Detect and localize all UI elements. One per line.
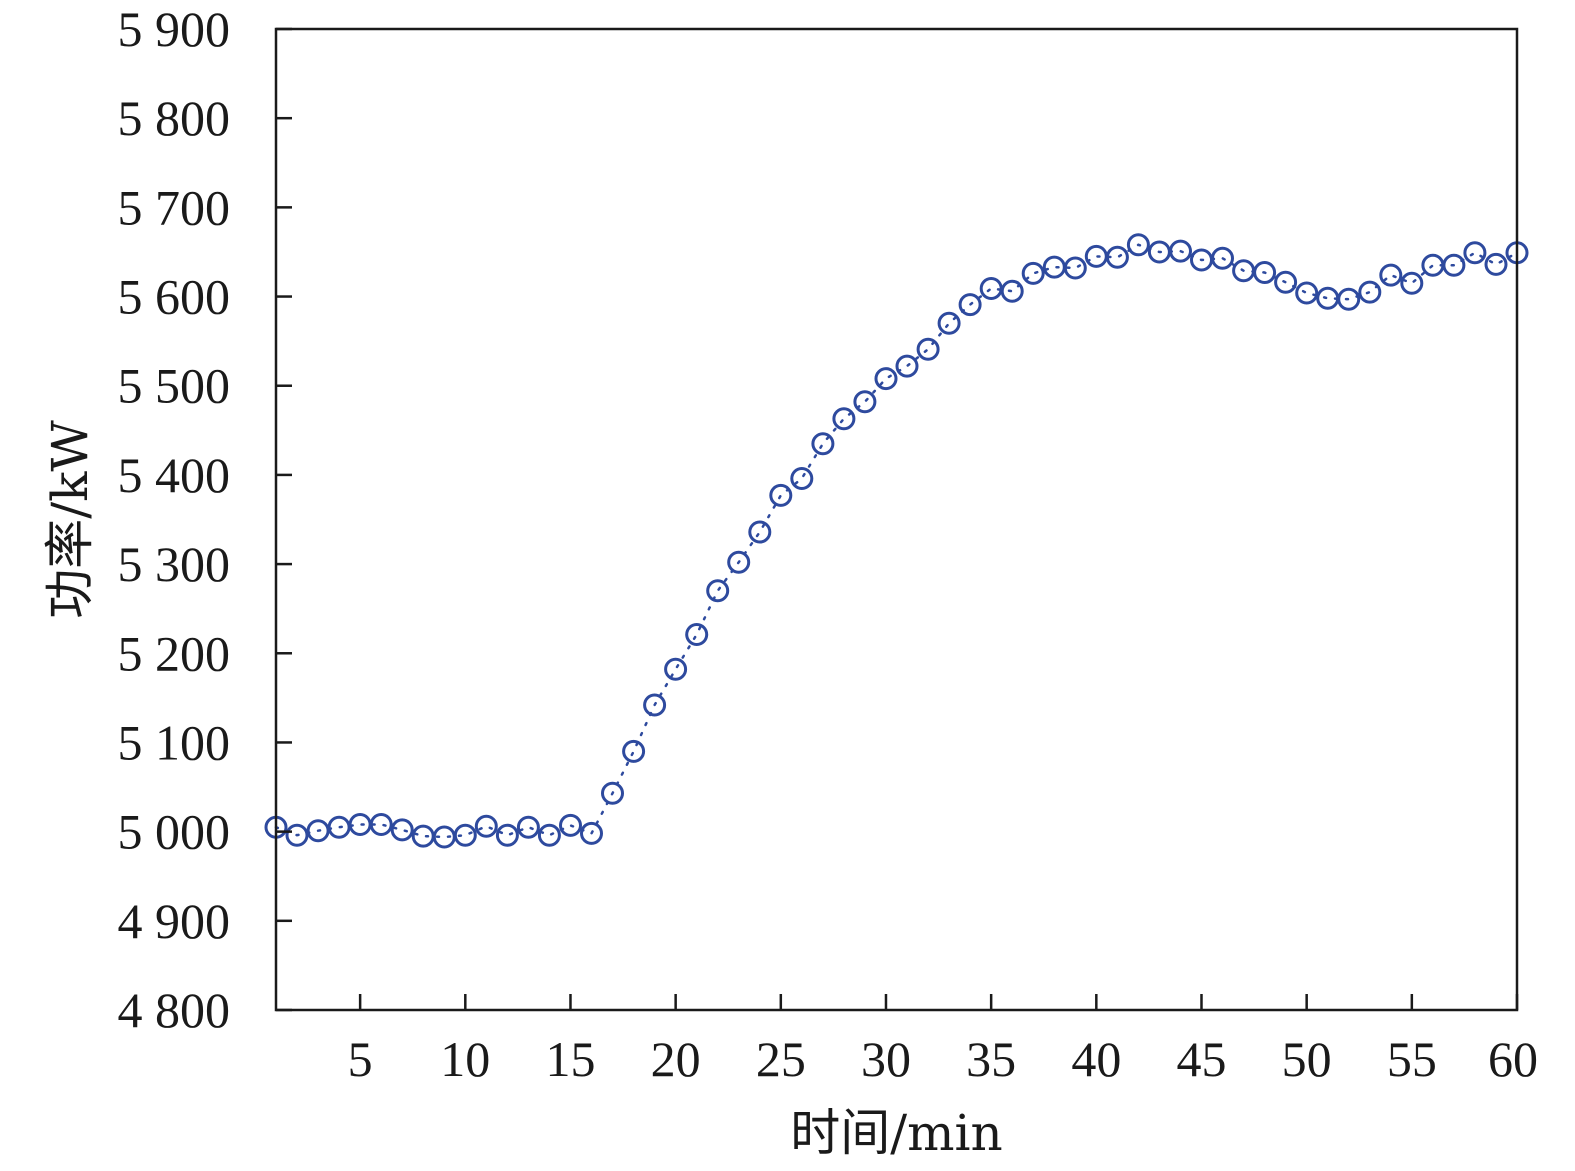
data-point xyxy=(559,813,582,837)
x-tick-label: 25 xyxy=(756,1031,806,1087)
data-point xyxy=(916,337,940,361)
plot-area-frame xyxy=(274,27,1519,1012)
data-point xyxy=(1126,233,1150,257)
data-point xyxy=(516,815,540,839)
data-point xyxy=(306,819,330,843)
data-point xyxy=(853,390,877,414)
x-tick-label: 50 xyxy=(1282,1031,1332,1087)
axis-tick-labels: 4 800 4 900 5 000 5 100 5 200 5 300 5 400 5 500… xyxy=(118,1,1539,1087)
data-point xyxy=(664,657,688,681)
data-point xyxy=(1253,261,1277,284)
y-tick-label: 4 900 xyxy=(118,893,231,949)
data-point xyxy=(1442,253,1466,277)
data-point xyxy=(1211,246,1234,270)
data-point xyxy=(1295,281,1319,305)
y-tick-label: 5 600 xyxy=(118,269,231,325)
data-point xyxy=(1042,255,1066,279)
x-tick-label: 10 xyxy=(440,1031,490,1087)
data-point xyxy=(1021,261,1045,285)
data-point xyxy=(1463,241,1487,265)
x-tick-label: 30 xyxy=(861,1031,911,1087)
y-tick-label: 5 700 xyxy=(118,179,231,235)
y-tick-label: 5 500 xyxy=(118,358,231,414)
data-point xyxy=(832,407,856,431)
data-point xyxy=(390,818,414,842)
x-tick-label: 35 xyxy=(966,1031,1016,1087)
x-tick-label: 55 xyxy=(1387,1031,1437,1087)
y-tick-label: 5 800 xyxy=(118,90,231,146)
data-point xyxy=(1484,252,1508,276)
data-point xyxy=(811,432,835,456)
data-point xyxy=(1274,270,1298,294)
x-axis-title: 时间/min xyxy=(790,1104,1002,1162)
x-tick-label: 5 xyxy=(348,1031,373,1087)
data-point xyxy=(537,823,561,847)
y-tick-label: 5 400 xyxy=(118,447,231,503)
data-point xyxy=(706,579,730,603)
data-point xyxy=(495,823,519,847)
x-tick-label: 60 xyxy=(1488,1031,1538,1087)
y-tick-label: 5 200 xyxy=(118,625,231,681)
y-axis-title: 功率/kW xyxy=(41,420,99,619)
data-point xyxy=(369,813,393,836)
x-tick-label: 45 xyxy=(1176,1031,1226,1087)
y-tick-label: 5 900 xyxy=(118,1,231,57)
data-point xyxy=(453,823,477,847)
data-point xyxy=(411,824,435,848)
data-point xyxy=(937,311,961,335)
data-point xyxy=(727,550,751,574)
y-tick-label: 5 300 xyxy=(118,536,231,592)
y-tick-label: 4 800 xyxy=(118,982,231,1038)
data-point xyxy=(790,467,814,490)
data-point xyxy=(601,781,624,805)
data-point xyxy=(1105,245,1129,269)
x-tick-label: 40 xyxy=(1071,1031,1121,1087)
data-point xyxy=(958,293,982,317)
data-point xyxy=(622,739,646,763)
data-point xyxy=(1000,279,1024,303)
x-tick-label: 20 xyxy=(651,1031,701,1087)
axis-ticks xyxy=(276,27,1519,1012)
data-point xyxy=(285,823,309,847)
data-point xyxy=(748,520,772,544)
data-point xyxy=(895,354,919,378)
data-point xyxy=(769,483,793,507)
data-point xyxy=(580,821,603,845)
series-line xyxy=(274,243,1519,839)
y-tick-label: 5 000 xyxy=(118,804,231,860)
data-point xyxy=(1169,239,1192,263)
data-point xyxy=(1400,271,1424,295)
data-point xyxy=(874,367,898,391)
data-point xyxy=(643,693,667,717)
y-tick-label: 5 100 xyxy=(118,714,231,770)
data-series xyxy=(264,233,1529,849)
data-point xyxy=(685,623,709,646)
data-point xyxy=(1379,263,1403,287)
data-point xyxy=(474,814,498,838)
data-point xyxy=(1063,256,1087,280)
data-point xyxy=(1337,287,1361,311)
x-tick-label: 15 xyxy=(545,1031,595,1087)
data-point xyxy=(1358,280,1382,304)
